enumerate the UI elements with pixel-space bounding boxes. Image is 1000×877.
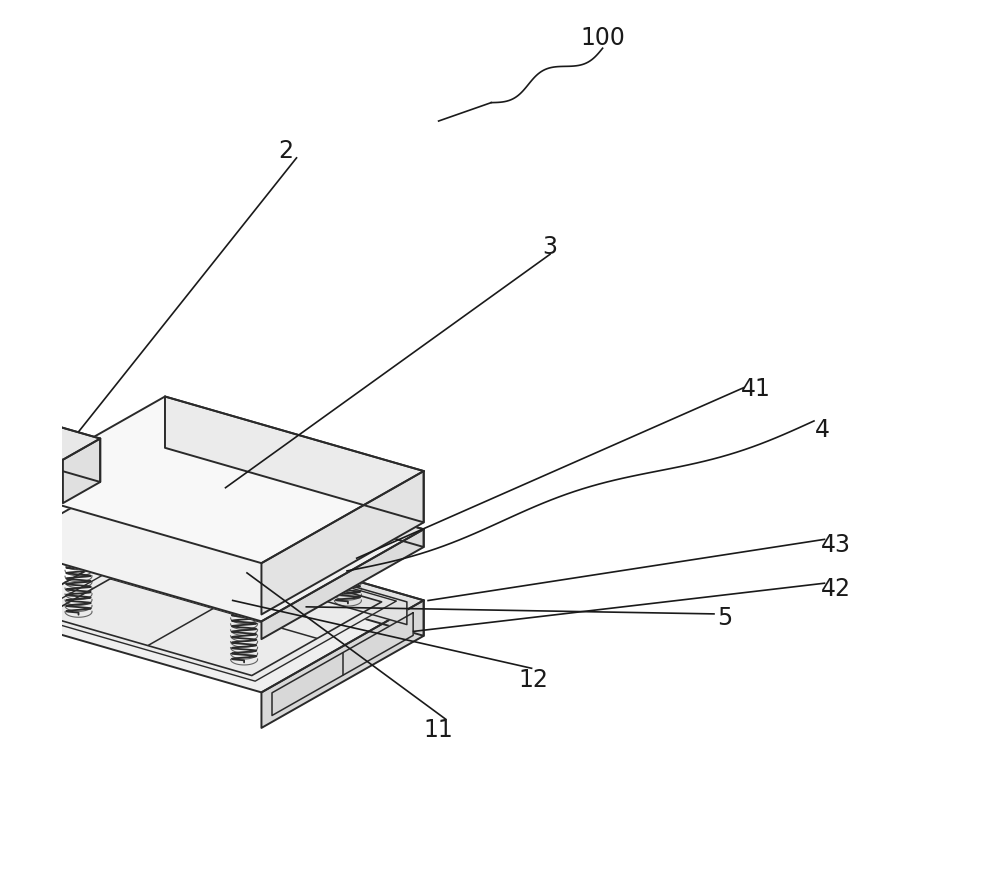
Text: 3: 3: [542, 235, 557, 260]
Polygon shape: [45, 542, 382, 675]
Text: 11: 11: [424, 717, 453, 742]
Polygon shape: [165, 525, 424, 636]
Polygon shape: [56, 426, 100, 482]
Text: 5: 5: [717, 606, 732, 631]
Polygon shape: [165, 454, 424, 547]
Polygon shape: [272, 613, 413, 716]
Text: 41: 41: [741, 376, 771, 401]
Polygon shape: [19, 426, 100, 460]
Polygon shape: [30, 536, 396, 681]
Polygon shape: [3, 396, 424, 563]
Text: 42: 42: [821, 577, 851, 602]
Text: 4: 4: [815, 417, 830, 442]
Polygon shape: [261, 530, 424, 639]
Polygon shape: [165, 396, 424, 523]
Polygon shape: [63, 438, 100, 503]
Polygon shape: [3, 454, 424, 621]
Text: 12: 12: [518, 667, 548, 692]
Polygon shape: [182, 537, 407, 624]
Text: 2: 2: [279, 139, 294, 163]
Text: 43: 43: [821, 533, 851, 558]
Polygon shape: [3, 525, 424, 693]
Polygon shape: [261, 600, 424, 728]
Text: 100: 100: [580, 25, 625, 50]
Polygon shape: [261, 471, 424, 615]
